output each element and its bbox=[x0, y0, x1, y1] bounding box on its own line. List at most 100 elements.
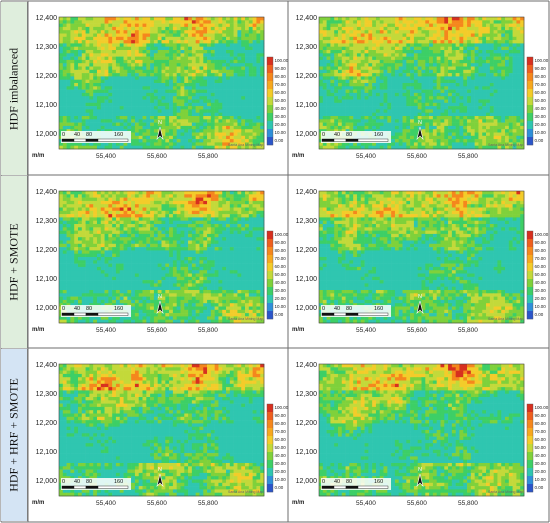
legend-label: 40.00 bbox=[274, 106, 286, 111]
legend-label: 0.00 bbox=[274, 312, 284, 317]
y-tick-label: 12,000 bbox=[35, 131, 57, 138]
legend-label: 90.00 bbox=[534, 66, 546, 71]
legend-label: 10.00 bbox=[274, 304, 286, 309]
row-label-text: HDF imbalanced bbox=[6, 47, 21, 130]
scale-bar-label: 160 bbox=[374, 132, 384, 138]
legend-label: 100.00 bbox=[534, 405, 549, 410]
legend-label: 50.00 bbox=[534, 272, 546, 277]
x-tick-label: 55,600 bbox=[407, 153, 427, 160]
y-tick-label: 12,400 bbox=[35, 362, 57, 369]
legend-label: 50.00 bbox=[534, 98, 546, 103]
scale-bar-label: 80 bbox=[86, 306, 93, 312]
y-tick-label: 12,100 bbox=[35, 449, 57, 456]
legend-label: 70.00 bbox=[274, 82, 286, 87]
y-tick-label: 12,200 bbox=[295, 420, 317, 427]
scale-bar-label: 160 bbox=[374, 479, 384, 485]
north-arrow-label: N bbox=[158, 120, 162, 126]
row-label-0: HDF imbalanced bbox=[1, 2, 28, 175]
scale-bar-label: 40 bbox=[74, 479, 81, 485]
legend-label: 50.00 bbox=[274, 272, 286, 277]
legend-label: 100.00 bbox=[274, 232, 289, 237]
legend-label: 10.00 bbox=[274, 130, 286, 135]
legend-label: 70.00 bbox=[534, 256, 546, 261]
row-label-text: HDF + SMOTE bbox=[6, 223, 21, 301]
x-tick-label: 55,800 bbox=[458, 327, 478, 334]
legend-label: 30.00 bbox=[274, 114, 286, 119]
y-tick-label: 12,200 bbox=[35, 247, 57, 254]
legend-label: 50.00 bbox=[274, 98, 286, 103]
scale-bar-label: 0 bbox=[62, 306, 66, 312]
legend-label: 90.00 bbox=[274, 240, 286, 245]
legend-label: 100.00 bbox=[274, 405, 289, 410]
heatmap-raster bbox=[318, 363, 534, 497]
north-arrow-label: N bbox=[418, 294, 422, 300]
legend-label: 20.00 bbox=[274, 122, 286, 127]
map-credit: Santa Ana Mining Map bbox=[228, 317, 264, 321]
legend-label: 10.00 bbox=[534, 130, 546, 135]
scale-bar-label: 0 bbox=[322, 132, 326, 138]
legend-label: 0.00 bbox=[534, 312, 544, 317]
legend-label: 20.00 bbox=[274, 296, 286, 301]
y-tick-label: 12,400 bbox=[35, 15, 57, 22]
scale-bar-label: 40 bbox=[74, 306, 81, 312]
legend-label: 30.00 bbox=[534, 288, 546, 293]
scale-bar-label: 0 bbox=[322, 306, 326, 312]
y-tick-label: 12,200 bbox=[295, 73, 317, 80]
scale-bar-label: 80 bbox=[346, 479, 353, 485]
scale-bar-label: 0 bbox=[322, 479, 326, 485]
legend-label: 30.00 bbox=[274, 288, 286, 293]
y-tick-label: 12,100 bbox=[35, 102, 57, 109]
y-tick-label: 12,300 bbox=[295, 391, 317, 398]
y-tick-label: 12,000 bbox=[295, 478, 317, 485]
map-panel-r0-c0: 12,400 12,300 12,200 12,100 12,000 55,400 55,6… bbox=[29, 2, 288, 175]
x-tick-label: 55,400 bbox=[96, 327, 116, 334]
scale-bar-label: 160 bbox=[114, 306, 124, 312]
x-tick-label: 55,800 bbox=[458, 500, 478, 507]
scale-bar-label: 80 bbox=[86, 479, 93, 485]
legend-label: 20.00 bbox=[534, 469, 546, 474]
scale-bar-label: 80 bbox=[346, 132, 353, 138]
legend-label: 40.00 bbox=[534, 106, 546, 111]
row-label-text: HDF + HRF + SMOTE bbox=[6, 378, 21, 492]
x-tick-label: 55,800 bbox=[458, 153, 478, 160]
scale-bar-label: 40 bbox=[334, 306, 341, 312]
north-arrow-label: N bbox=[158, 294, 162, 300]
y-tick-label: 12,200 bbox=[295, 247, 317, 254]
legend-label: 80.00 bbox=[274, 421, 286, 426]
legend-label: 60.00 bbox=[534, 264, 546, 269]
x-tick-label: 55,600 bbox=[407, 327, 427, 334]
legend-label: 20.00 bbox=[534, 122, 546, 127]
legend-label: 80.00 bbox=[274, 248, 286, 253]
legend-label: 60.00 bbox=[274, 90, 286, 95]
heatmap-raster bbox=[318, 16, 534, 150]
x-unit-label: m/m bbox=[32, 327, 45, 333]
y-tick-label: 12,300 bbox=[35, 44, 57, 51]
legend-label: 70.00 bbox=[534, 82, 546, 87]
x-tick-label: 55,400 bbox=[356, 153, 376, 160]
north-arrow-label: N bbox=[158, 467, 162, 473]
y-tick-label: 12,400 bbox=[295, 362, 317, 369]
y-tick-label: 12,300 bbox=[35, 391, 57, 398]
map-panel-r0-c1: 12,400 12,300 12,200 12,100 12,000 55,400 55,6… bbox=[289, 2, 548, 175]
x-tick-label: 55,400 bbox=[356, 327, 376, 334]
legend-label: 60.00 bbox=[274, 264, 286, 269]
legend-label: 20.00 bbox=[534, 296, 546, 301]
map-credit: Santa Ana Mining Map bbox=[488, 317, 524, 321]
map-credit: Santa Ana Mining Map bbox=[488, 143, 524, 147]
scale-bar-label: 0 bbox=[62, 132, 66, 138]
legend-label: 70.00 bbox=[274, 256, 286, 261]
y-tick-label: 12,200 bbox=[35, 420, 57, 427]
legend-label: 0.00 bbox=[274, 485, 284, 490]
y-tick-label: 12,100 bbox=[295, 449, 317, 456]
y-tick-label: 12,100 bbox=[295, 276, 317, 283]
legend-label: 100.00 bbox=[534, 58, 549, 63]
x-unit-label: m/m bbox=[32, 500, 45, 506]
x-unit-label: m/m bbox=[292, 153, 305, 159]
scale-bar-label: 160 bbox=[114, 479, 124, 485]
heatmap-raster bbox=[318, 190, 534, 324]
legend-label: 60.00 bbox=[274, 437, 286, 442]
legend-label: 30.00 bbox=[534, 461, 546, 466]
x-tick-label: 55,600 bbox=[147, 153, 167, 160]
legend-label: 10.00 bbox=[534, 477, 546, 482]
scale-bar-label: 40 bbox=[334, 479, 341, 485]
